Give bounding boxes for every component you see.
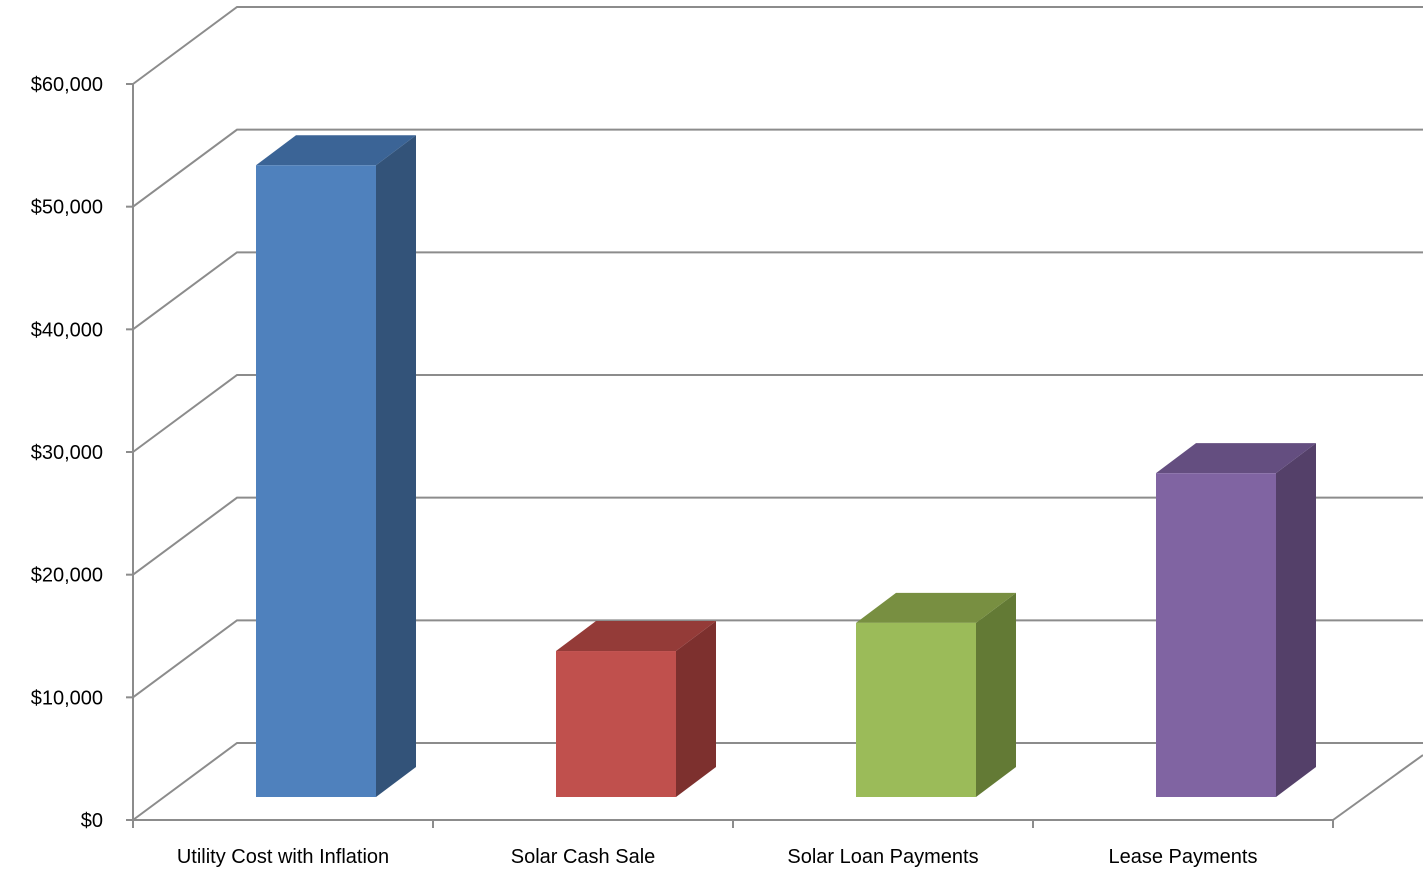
bar-top-face (856, 592, 1016, 623)
y-tick-label: $20,000 (31, 565, 103, 587)
bar (256, 135, 416, 797)
floor-edge (1332, 754, 1423, 821)
bar (856, 592, 1016, 797)
bar-front-face (256, 165, 376, 797)
x-category-label: Solar Cash Sale (511, 846, 656, 868)
y-tick-label: $10,000 (31, 687, 103, 709)
gridline (132, 6, 1423, 85)
gridline (132, 742, 1423, 821)
y-tick-label: $30,000 (31, 442, 103, 464)
gridline (132, 619, 1423, 699)
bar-layer (256, 135, 1316, 797)
gridline (132, 128, 1423, 208)
bar-side-face (376, 135, 416, 797)
label-layer: $0 $10,000 $20,000 $30,000 $40,000 $50,000 $60… (31, 74, 1258, 868)
bar-front-face (556, 651, 676, 797)
x-category-label: Utility Cost with Inflation (177, 846, 389, 868)
bar-front-face (1156, 473, 1276, 797)
bar-side-face (676, 621, 716, 797)
bar-top-face (1156, 443, 1316, 474)
bar-front-face (856, 622, 976, 797)
bar-top-face (556, 621, 716, 652)
x-category-label: Lease Payments (1109, 846, 1258, 868)
bar (556, 621, 716, 797)
bar-top-face (256, 135, 416, 166)
y-tick-label: $60,000 (31, 74, 103, 96)
bar-side-face (1276, 443, 1316, 797)
bar (1156, 443, 1316, 797)
y-tick-label: $0 (81, 810, 103, 832)
gridline (132, 251, 1423, 331)
axis-layer (126, 83, 1423, 828)
x-category-label: Solar Loan Payments (787, 846, 978, 868)
bar-side-face (976, 592, 1016, 797)
gridline (132, 374, 1423, 453)
gridline (132, 496, 1423, 576)
y-tick-label: $50,000 (31, 197, 103, 219)
y-tick-label: $40,000 (31, 319, 103, 341)
grid-layer (132, 6, 1423, 821)
